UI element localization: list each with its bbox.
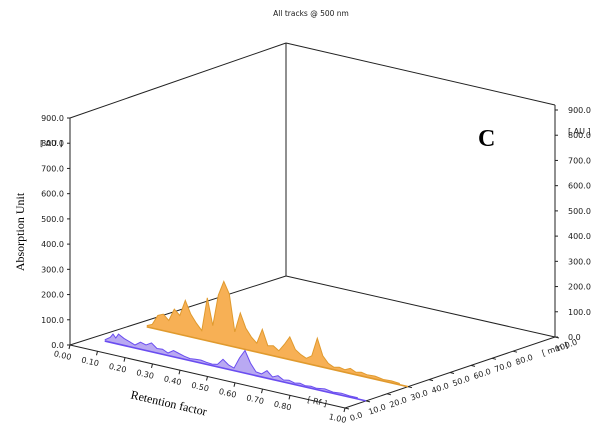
chart-title: All tracks @ 500 nm — [273, 9, 349, 18]
series-line-track-30 — [146, 280, 400, 384]
z-tick-mark — [407, 386, 413, 389]
y-tick-label-right: 400.0 — [568, 232, 591, 241]
z-unit: [ mm ] — [541, 341, 569, 358]
x-tick-label: 0.30 — [135, 368, 154, 381]
tick-layer: 0.0 0.0 100.0 100.0 200.0 200.0 300.0 300.0 400.… — [41, 106, 591, 425]
y-tick-label-left: 100.0 — [41, 316, 64, 325]
x-tick-mark — [178, 370, 181, 375]
z-tick-mark — [344, 407, 350, 410]
x-tick-label: 0.80 — [273, 400, 292, 413]
z-tick-label: 40.0 — [430, 381, 450, 395]
y-tick-label-right: 100.0 — [568, 308, 591, 317]
z-tick-label: 80.0 — [514, 353, 534, 367]
z-tick-label: 0.0 — [349, 410, 364, 423]
z-tick-mark — [491, 357, 497, 360]
y-tick-label-right: 200.0 — [568, 283, 591, 292]
y-tick-label-right: 700.0 — [568, 156, 591, 165]
z-tick-mark — [512, 350, 518, 353]
x-tick-label: 0.40 — [163, 374, 182, 387]
y-tick-label-left: 800.0 — [41, 139, 64, 148]
series-layer — [104, 280, 409, 402]
y-tick-label-left: 600.0 — [41, 190, 64, 199]
z-tick-mark — [428, 379, 434, 382]
x-tick-mark — [68, 344, 71, 350]
z-tick-mark — [554, 336, 560, 339]
z-tick-mark — [386, 393, 392, 396]
x-tick-label: 1.00 — [328, 412, 347, 425]
y-tick-label-right: 800.0 — [568, 131, 591, 140]
top-left-edge — [69, 42, 287, 119]
x-unit: [ Rf ] — [307, 395, 328, 408]
x-tick-label: 0.50 — [190, 381, 209, 394]
panel-label: C — [478, 126, 495, 152]
x-tick-mark — [96, 351, 98, 356]
z-tick-label: 60.0 — [472, 367, 492, 381]
x-tick-mark — [288, 395, 291, 400]
floor-back-right-edge — [285, 275, 556, 338]
x-tick-mark — [151, 363, 153, 369]
y-tick-label-left: 700.0 — [41, 164, 64, 173]
y-tick-label-right: 900.0 — [568, 106, 591, 115]
series-line-track-10 — [104, 333, 358, 399]
x-tick-label: 0.00 — [53, 349, 72, 362]
floor-back-left-edge — [69, 275, 287, 346]
z-tick-label: 50.0 — [451, 374, 471, 388]
y-tick-label-left: 200.0 — [41, 291, 64, 300]
series-baseline-track-30 — [146, 326, 409, 388]
y-tick-label-right: 500.0 — [568, 207, 591, 216]
x-tick-label: 0.10 — [80, 355, 99, 368]
z-tick-mark — [449, 372, 455, 374]
y-tick-label-right: 600.0 — [568, 182, 591, 191]
series-area-track-30 — [146, 281, 400, 385]
y-tick-label-left: 400.0 — [41, 240, 64, 249]
x-tick-mark — [343, 407, 346, 413]
x-tick-label: 0.70 — [245, 393, 264, 406]
z-tick-label: 10.0 — [367, 402, 387, 416]
y-tick-label-right: 0.0 — [568, 333, 581, 342]
y-tick-label-right: 300.0 — [568, 257, 591, 266]
y-tick-label-left: 0.0 — [51, 341, 64, 350]
series-baseline-track-10 — [104, 340, 367, 402]
y-unit-right: [ AU ] — [568, 127, 591, 136]
y-tick-label-left: 300.0 — [41, 265, 64, 274]
z-tick-mark — [365, 400, 371, 403]
z-tick-mark — [470, 364, 476, 367]
x-tick-label: 0.20 — [108, 362, 127, 375]
x-tick-mark — [261, 388, 263, 394]
x-tick-mark — [233, 382, 236, 387]
x-tick-label: 0.60 — [218, 387, 237, 400]
y-unit-left: [ AU ] — [40, 139, 63, 148]
y-tick-label-left: 500.0 — [41, 215, 64, 224]
y-axis-label: Absorption Unit — [13, 192, 27, 271]
x-tick-mark — [206, 376, 208, 381]
y-tick-label-left: 900.0 — [41, 114, 64, 123]
z-tick-label: 70.0 — [493, 360, 513, 374]
x-axis-label: Retention factor — [129, 388, 208, 419]
z-tick-label: 30.0 — [409, 388, 429, 402]
z-tick-label: 20.0 — [388, 395, 408, 409]
x-tick-mark — [123, 357, 126, 362]
top-right-edge — [285, 42, 556, 106]
